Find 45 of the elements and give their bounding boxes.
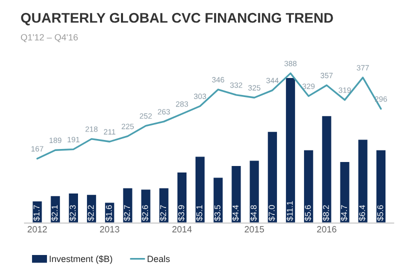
data-label: $1.6 bbox=[106, 205, 112, 221]
bar bbox=[375, 148, 387, 224]
data-label: $8.2 bbox=[322, 205, 330, 221]
data-label: $2.7 bbox=[124, 205, 130, 221]
x-tick-label: 2014 bbox=[172, 226, 192, 232]
data-label: $7.0 bbox=[268, 205, 276, 221]
x-tick-label: 2012 bbox=[28, 226, 47, 232]
chart-subtitle: Q1'12 – Q4'16 bbox=[20, 34, 78, 42]
data-label: $5.1 bbox=[196, 205, 203, 221]
bar bbox=[230, 164, 242, 224]
chart-title: QUARTERLY GLOBAL CVC FINANCING TREND bbox=[21, 12, 333, 26]
data-label: $2.7 bbox=[160, 205, 167, 221]
bar bbox=[194, 155, 206, 224]
data-label: $4.4 bbox=[232, 205, 239, 221]
data-label: $5.6 bbox=[376, 205, 384, 221]
bar bbox=[86, 193, 98, 224]
bar bbox=[284, 76, 296, 224]
data-label: $2.2 bbox=[88, 205, 94, 221]
legend-label: Deals bbox=[148, 255, 170, 262]
bar bbox=[49, 194, 62, 224]
data-label: $2.6 bbox=[142, 205, 149, 221]
data-label: $3.5 bbox=[214, 205, 221, 221]
bar bbox=[320, 114, 333, 224]
bar bbox=[338, 160, 351, 224]
x-tick-label: 2015 bbox=[244, 226, 264, 232]
x-tick-label: 2013 bbox=[100, 226, 120, 232]
data-label: $4.8 bbox=[250, 205, 258, 221]
bar bbox=[212, 176, 224, 224]
legend-label: Investment ($B) bbox=[50, 255, 112, 264]
data-label: $3.9 bbox=[178, 205, 185, 221]
data-label: $1.7 bbox=[33, 205, 40, 221]
bar bbox=[176, 171, 188, 224]
x-tick-label: 2016 bbox=[317, 226, 336, 232]
bar bbox=[68, 192, 80, 224]
data-label: $2.3 bbox=[69, 205, 76, 221]
data-label: $2.1 bbox=[51, 205, 58, 221]
bar bbox=[302, 148, 315, 224]
bar bbox=[266, 130, 278, 224]
bar bbox=[356, 138, 369, 224]
data-label: $4.7 bbox=[340, 205, 348, 221]
data-label: $11.1 bbox=[286, 201, 294, 221]
data-label: $5.6 bbox=[304, 205, 312, 221]
bar bbox=[248, 159, 260, 224]
bar bbox=[158, 186, 170, 224]
data-label: $6.4 bbox=[358, 205, 366, 221]
